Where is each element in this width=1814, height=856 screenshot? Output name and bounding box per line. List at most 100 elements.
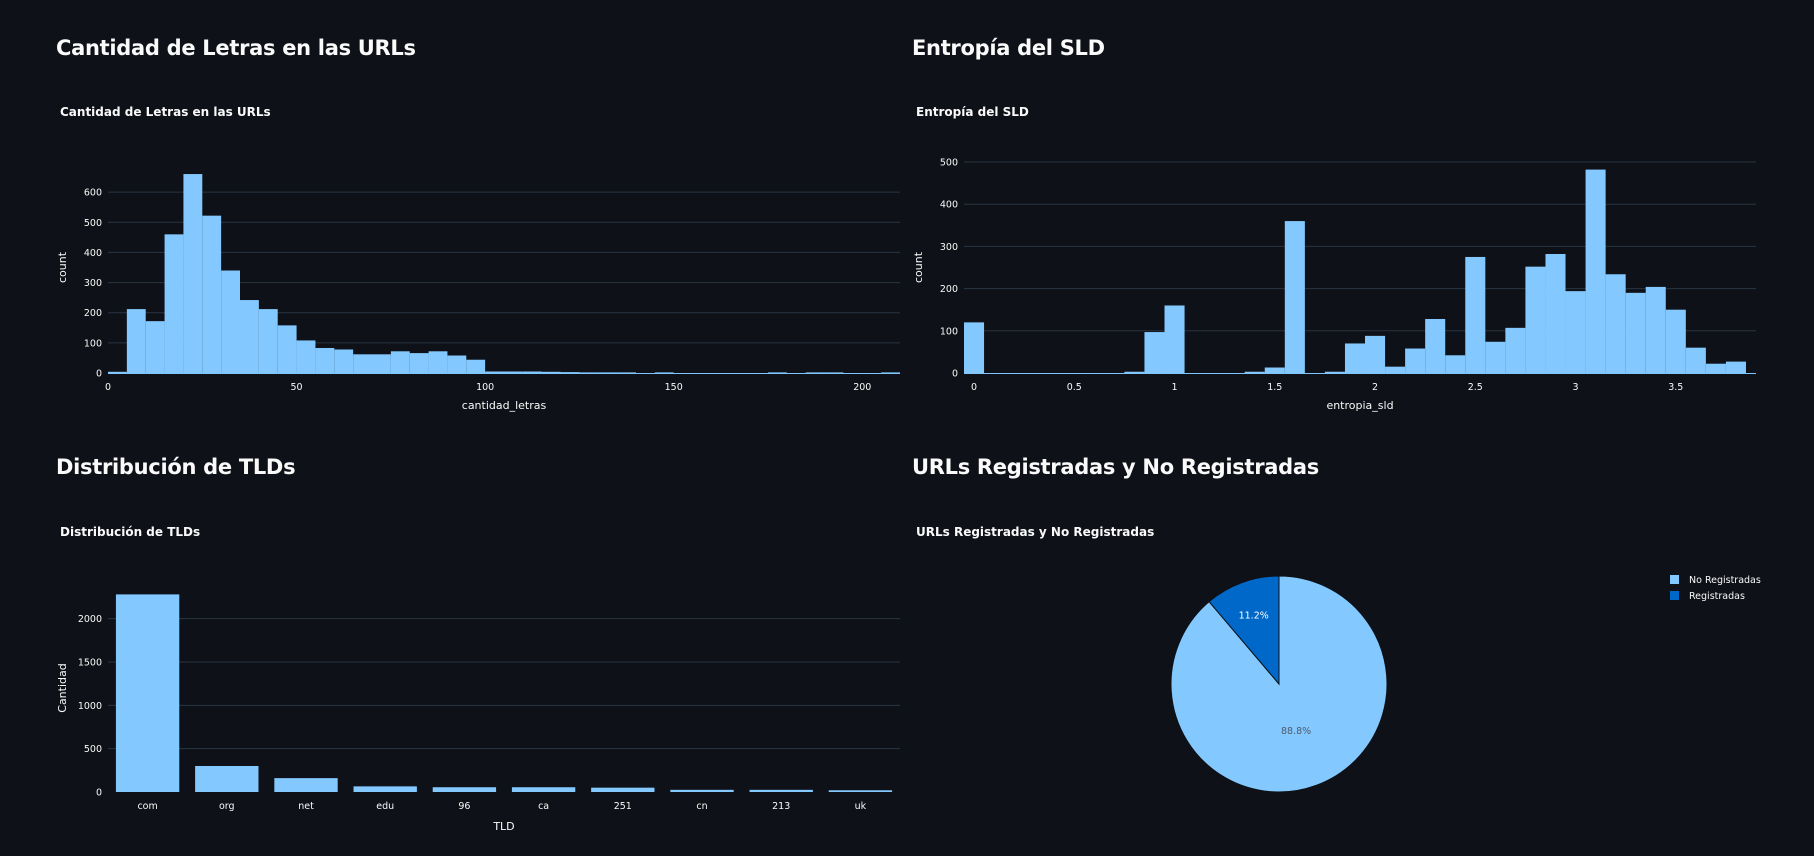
- legend-swatch[interactable]: [1670, 575, 1679, 584]
- y-tick-label: 400: [84, 248, 102, 259]
- y-tick-label: 300: [940, 242, 958, 253]
- registered-pie-chart[interactable]: URLs Registradas y No Registradas 88.8% 11…: [912, 520, 1762, 840]
- y-tick-label: 400: [940, 200, 958, 211]
- histogram-bar[interactable]: [315, 347, 335, 373]
- histogram-bar[interactable]: [522, 371, 542, 373]
- section-heading-tld: Distribución de TLDs: [56, 455, 296, 479]
- tld-bar[interactable]: [115, 594, 180, 792]
- histogram-bar[interactable]: [824, 372, 844, 373]
- histogram-bar[interactable]: [579, 372, 599, 373]
- y-tick-label: 100: [84, 338, 102, 349]
- histogram-bar[interactable]: [1324, 371, 1345, 373]
- histogram-bar[interactable]: [1124, 371, 1145, 373]
- y-tick-label: 1000: [78, 701, 102, 712]
- histogram-bar[interactable]: [353, 354, 372, 373]
- histogram-bar[interactable]: [881, 372, 900, 373]
- histogram-bar[interactable]: [1705, 363, 1726, 373]
- legend-label[interactable]: Registradas: [1689, 591, 1745, 602]
- histogram-bar[interactable]: [1445, 355, 1466, 373]
- histogram-bar[interactable]: [202, 215, 222, 373]
- pie-slice-no-registradas[interactable]: [1170, 575, 1388, 793]
- histogram-bar[interactable]: [1525, 266, 1546, 373]
- histogram-bar[interactable]: [1144, 332, 1165, 373]
- tld-bar[interactable]: [353, 786, 417, 792]
- x-tick-label: 0: [971, 382, 977, 393]
- histogram-bar[interactable]: [1485, 341, 1506, 373]
- histogram-bar[interactable]: [1605, 274, 1626, 373]
- histogram-bar[interactable]: [805, 372, 825, 373]
- y-tick-label: 1500: [78, 658, 102, 669]
- x-tick-label: 3.5: [1668, 382, 1683, 393]
- letters-histogram-chart[interactable]: Cantidad de Letras en las URLs 0 100 200 300…: [56, 100, 906, 420]
- tld-y-axis-label: Cantidad: [56, 663, 69, 712]
- histogram-bar[interactable]: [1385, 366, 1406, 373]
- tld-bar[interactable]: [670, 789, 734, 792]
- histogram-bar[interactable]: [240, 300, 259, 373]
- histogram-bar[interactable]: [1645, 286, 1666, 373]
- histogram-bar[interactable]: [409, 353, 429, 373]
- histogram-bar[interactable]: [1425, 318, 1446, 373]
- tld-bar[interactable]: [591, 787, 655, 792]
- histogram-bar[interactable]: [541, 371, 561, 373]
- tld-bar-chart[interactable]: Distribución de TLDs 0 500 1000 1500 2000 Cant…: [56, 520, 906, 840]
- y-tick-label: 0: [96, 369, 102, 380]
- histogram-bar[interactable]: [1244, 371, 1265, 373]
- histogram-bar[interactable]: [428, 351, 448, 373]
- section-heading-entropia: Entropía del SLD: [912, 36, 1105, 60]
- histogram-bar[interactable]: [334, 349, 354, 373]
- x-tick-label: ca: [538, 801, 549, 812]
- histogram-bar[interactable]: [768, 372, 787, 373]
- tld-bar[interactable]: [828, 790, 893, 792]
- histogram-bar[interactable]: [390, 351, 410, 373]
- histogram-bar[interactable]: [1665, 309, 1686, 373]
- x-tick-label: 50: [291, 382, 303, 393]
- y-tick-label: 0: [96, 788, 102, 799]
- histogram-bar[interactable]: [1284, 221, 1305, 373]
- tld-bar[interactable]: [749, 789, 813, 792]
- histogram-bar[interactable]: [1365, 335, 1386, 373]
- histogram-bar[interactable]: [485, 371, 504, 373]
- histogram-bar[interactable]: [504, 371, 523, 373]
- tld-bar[interactable]: [274, 778, 338, 792]
- histogram-bar[interactable]: [1565, 291, 1586, 373]
- histogram-bar[interactable]: [1465, 256, 1486, 373]
- histogram-bar[interactable]: [277, 325, 297, 373]
- histogram-bar[interactable]: [598, 372, 618, 373]
- histogram-bar[interactable]: [617, 372, 636, 373]
- histogram-bar[interactable]: [372, 354, 391, 373]
- histogram-bar[interactable]: [221, 270, 240, 373]
- histogram-bar[interactable]: [108, 371, 127, 373]
- histogram-bar[interactable]: [560, 372, 580, 373]
- tld-bar[interactable]: [195, 766, 259, 792]
- histogram-bar[interactable]: [447, 355, 467, 373]
- histogram-bar[interactable]: [1625, 292, 1646, 373]
- x-tick-label: 2.5: [1468, 382, 1483, 393]
- histogram-bar[interactable]: [164, 234, 184, 373]
- histogram-bar[interactable]: [466, 359, 486, 373]
- legend-label[interactable]: No Registradas: [1689, 575, 1761, 586]
- histogram-bar[interactable]: [258, 309, 278, 373]
- histogram-bar[interactable]: [654, 372, 674, 373]
- histogram-bar[interactable]: [1725, 361, 1746, 373]
- histogram-bar[interactable]: [296, 340, 316, 373]
- legend-swatch[interactable]: [1670, 591, 1679, 600]
- tld-bar[interactable]: [511, 787, 576, 792]
- histogram-bar[interactable]: [964, 322, 985, 373]
- histogram-bar[interactable]: [1505, 327, 1526, 373]
- histogram-bar[interactable]: [145, 321, 165, 373]
- entropia-y-axis-label: count: [912, 251, 925, 283]
- pie-slice-registradas[interactable]: [1208, 575, 1280, 686]
- histogram-bar[interactable]: [1405, 348, 1426, 373]
- histogram-bar[interactable]: [1344, 343, 1366, 373]
- entropy-histogram-chart[interactable]: Entropía del SLD 0 100 200 300 400 500 count 0 0.…: [912, 100, 1762, 420]
- pie-slice-percent-label: 88.8%: [1281, 726, 1311, 737]
- histogram-bar[interactable]: [1164, 305, 1185, 373]
- x-tick-label: net: [298, 801, 314, 812]
- histogram-bar[interactable]: [126, 309, 146, 373]
- histogram-bar[interactable]: [1585, 169, 1606, 373]
- histogram-bar[interactable]: [1685, 347, 1706, 373]
- histogram-bar[interactable]: [183, 174, 203, 373]
- histogram-bar[interactable]: [1545, 253, 1566, 373]
- histogram-bar[interactable]: [1264, 367, 1285, 373]
- tld-bar[interactable]: [432, 787, 497, 792]
